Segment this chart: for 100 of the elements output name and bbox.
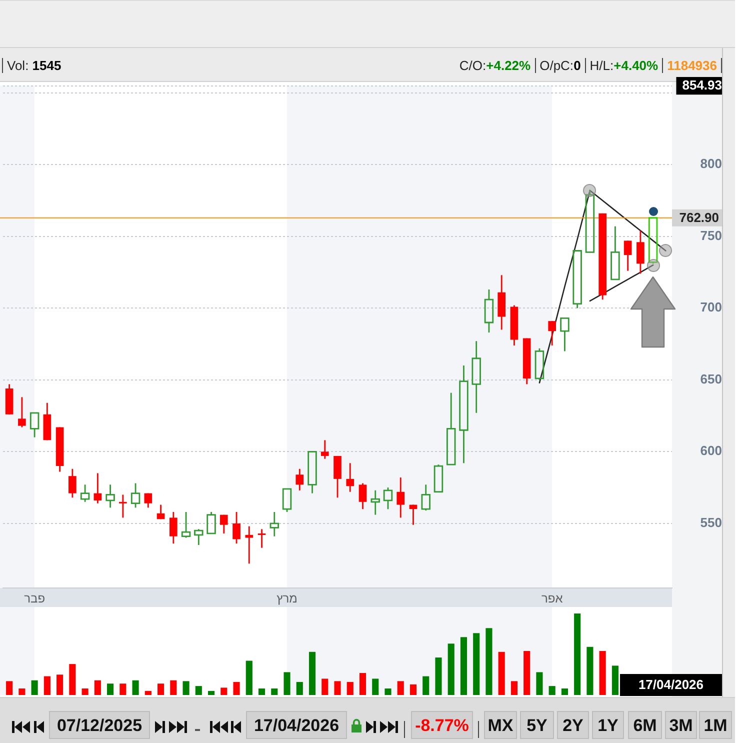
bar [460, 637, 468, 695]
bar [56, 674, 64, 695]
bar [170, 680, 177, 695]
bar [233, 682, 240, 695]
bar [271, 688, 278, 695]
x-tick-label: מרץ [276, 592, 298, 606]
candlestick [80, 484, 90, 503]
candlestick [258, 528, 266, 549]
candlestick [245, 526, 254, 564]
candlestick [636, 230, 644, 274]
bar [18, 688, 26, 695]
bar [182, 681, 190, 695]
y-tick-label: 550 [700, 514, 722, 530]
button: 2Y [557, 711, 589, 739]
candlestick [396, 476, 405, 518]
candlestick [106, 484, 115, 508]
bar [510, 681, 518, 695]
candlestick [232, 511, 240, 544]
candlestick [472, 340, 481, 414]
candlestick [459, 364, 468, 464]
annotation: 17/04/2026 [620, 674, 722, 696]
bar [158, 684, 164, 695]
y-tick-label: 750 [700, 228, 722, 243]
bar [473, 633, 480, 695]
candlestick [18, 396, 26, 428]
bar [334, 681, 341, 695]
y-tick-label: 650 [700, 371, 722, 386]
bar [422, 676, 430, 695]
bar [346, 682, 354, 695]
y-tick-label: 800 [700, 156, 722, 172]
bar [82, 688, 88, 695]
ref-line-label: 762.90 [679, 210, 719, 225]
y-tick-label: 700 [700, 300, 722, 315]
bar [561, 688, 568, 695]
button: MX [484, 711, 517, 739]
button: 1Y [592, 711, 624, 739]
bar [435, 658, 442, 695]
bar [220, 688, 228, 695]
candlestick [220, 514, 228, 534]
candlestick [370, 490, 380, 516]
y-tick-label: 600 [700, 443, 722, 458]
x-tick-label: פבר [24, 592, 46, 606]
bar [359, 673, 366, 695]
candlestick [334, 455, 342, 498]
candlestick [156, 504, 165, 520]
button: 3M [665, 711, 697, 739]
bar [536, 672, 543, 695]
bar [195, 686, 202, 695]
candlestick [484, 288, 494, 334]
candlestick [169, 511, 178, 544]
bar [120, 684, 126, 695]
candlestick [270, 511, 279, 538]
bar [548, 686, 556, 695]
bar [586, 646, 594, 695]
candlestick [30, 412, 40, 438]
bar [448, 644, 454, 695]
bar [69, 664, 76, 695]
candlestick [296, 468, 304, 492]
field: -8.77% [411, 711, 473, 739]
candlestick [624, 240, 632, 272]
bar [144, 690, 152, 695]
candlestick [383, 486, 393, 510]
candlestick [308, 450, 317, 494]
bar [284, 672, 290, 695]
bar [397, 681, 404, 695]
candlestick [94, 472, 102, 504]
candlestick [194, 528, 204, 546]
bar [308, 652, 316, 695]
bar [208, 690, 215, 695]
bar [94, 680, 101, 695]
button: 5Y [520, 711, 554, 739]
bar [6, 681, 13, 695]
bar [246, 660, 252, 695]
x-tick-label: אפר [541, 592, 564, 606]
candlestick [320, 439, 329, 460]
bar [31, 680, 38, 695]
candlestick [181, 511, 191, 538]
date-field: 17/04/2026 [246, 711, 347, 739]
date-field: 07/12/2025 [49, 711, 150, 739]
bar [132, 680, 139, 695]
bar [372, 678, 379, 695]
candlestick [346, 462, 354, 493]
candlestick [68, 468, 76, 498]
candlestick [119, 494, 127, 518]
button: 6M [628, 711, 662, 739]
candlestick [560, 317, 570, 352]
candlestick [130, 482, 140, 508]
bar [44, 676, 50, 695]
candlestick [548, 320, 556, 346]
bar [258, 688, 266, 695]
candlestick [610, 226, 620, 280]
bar [410, 684, 417, 695]
candlestick [144, 492, 152, 508]
bar [486, 628, 492, 695]
bar [574, 614, 581, 695]
bar [498, 652, 505, 695]
bar [107, 684, 114, 695]
button: 1M [699, 711, 732, 739]
bar [612, 666, 618, 695]
candlestick [358, 482, 367, 510]
